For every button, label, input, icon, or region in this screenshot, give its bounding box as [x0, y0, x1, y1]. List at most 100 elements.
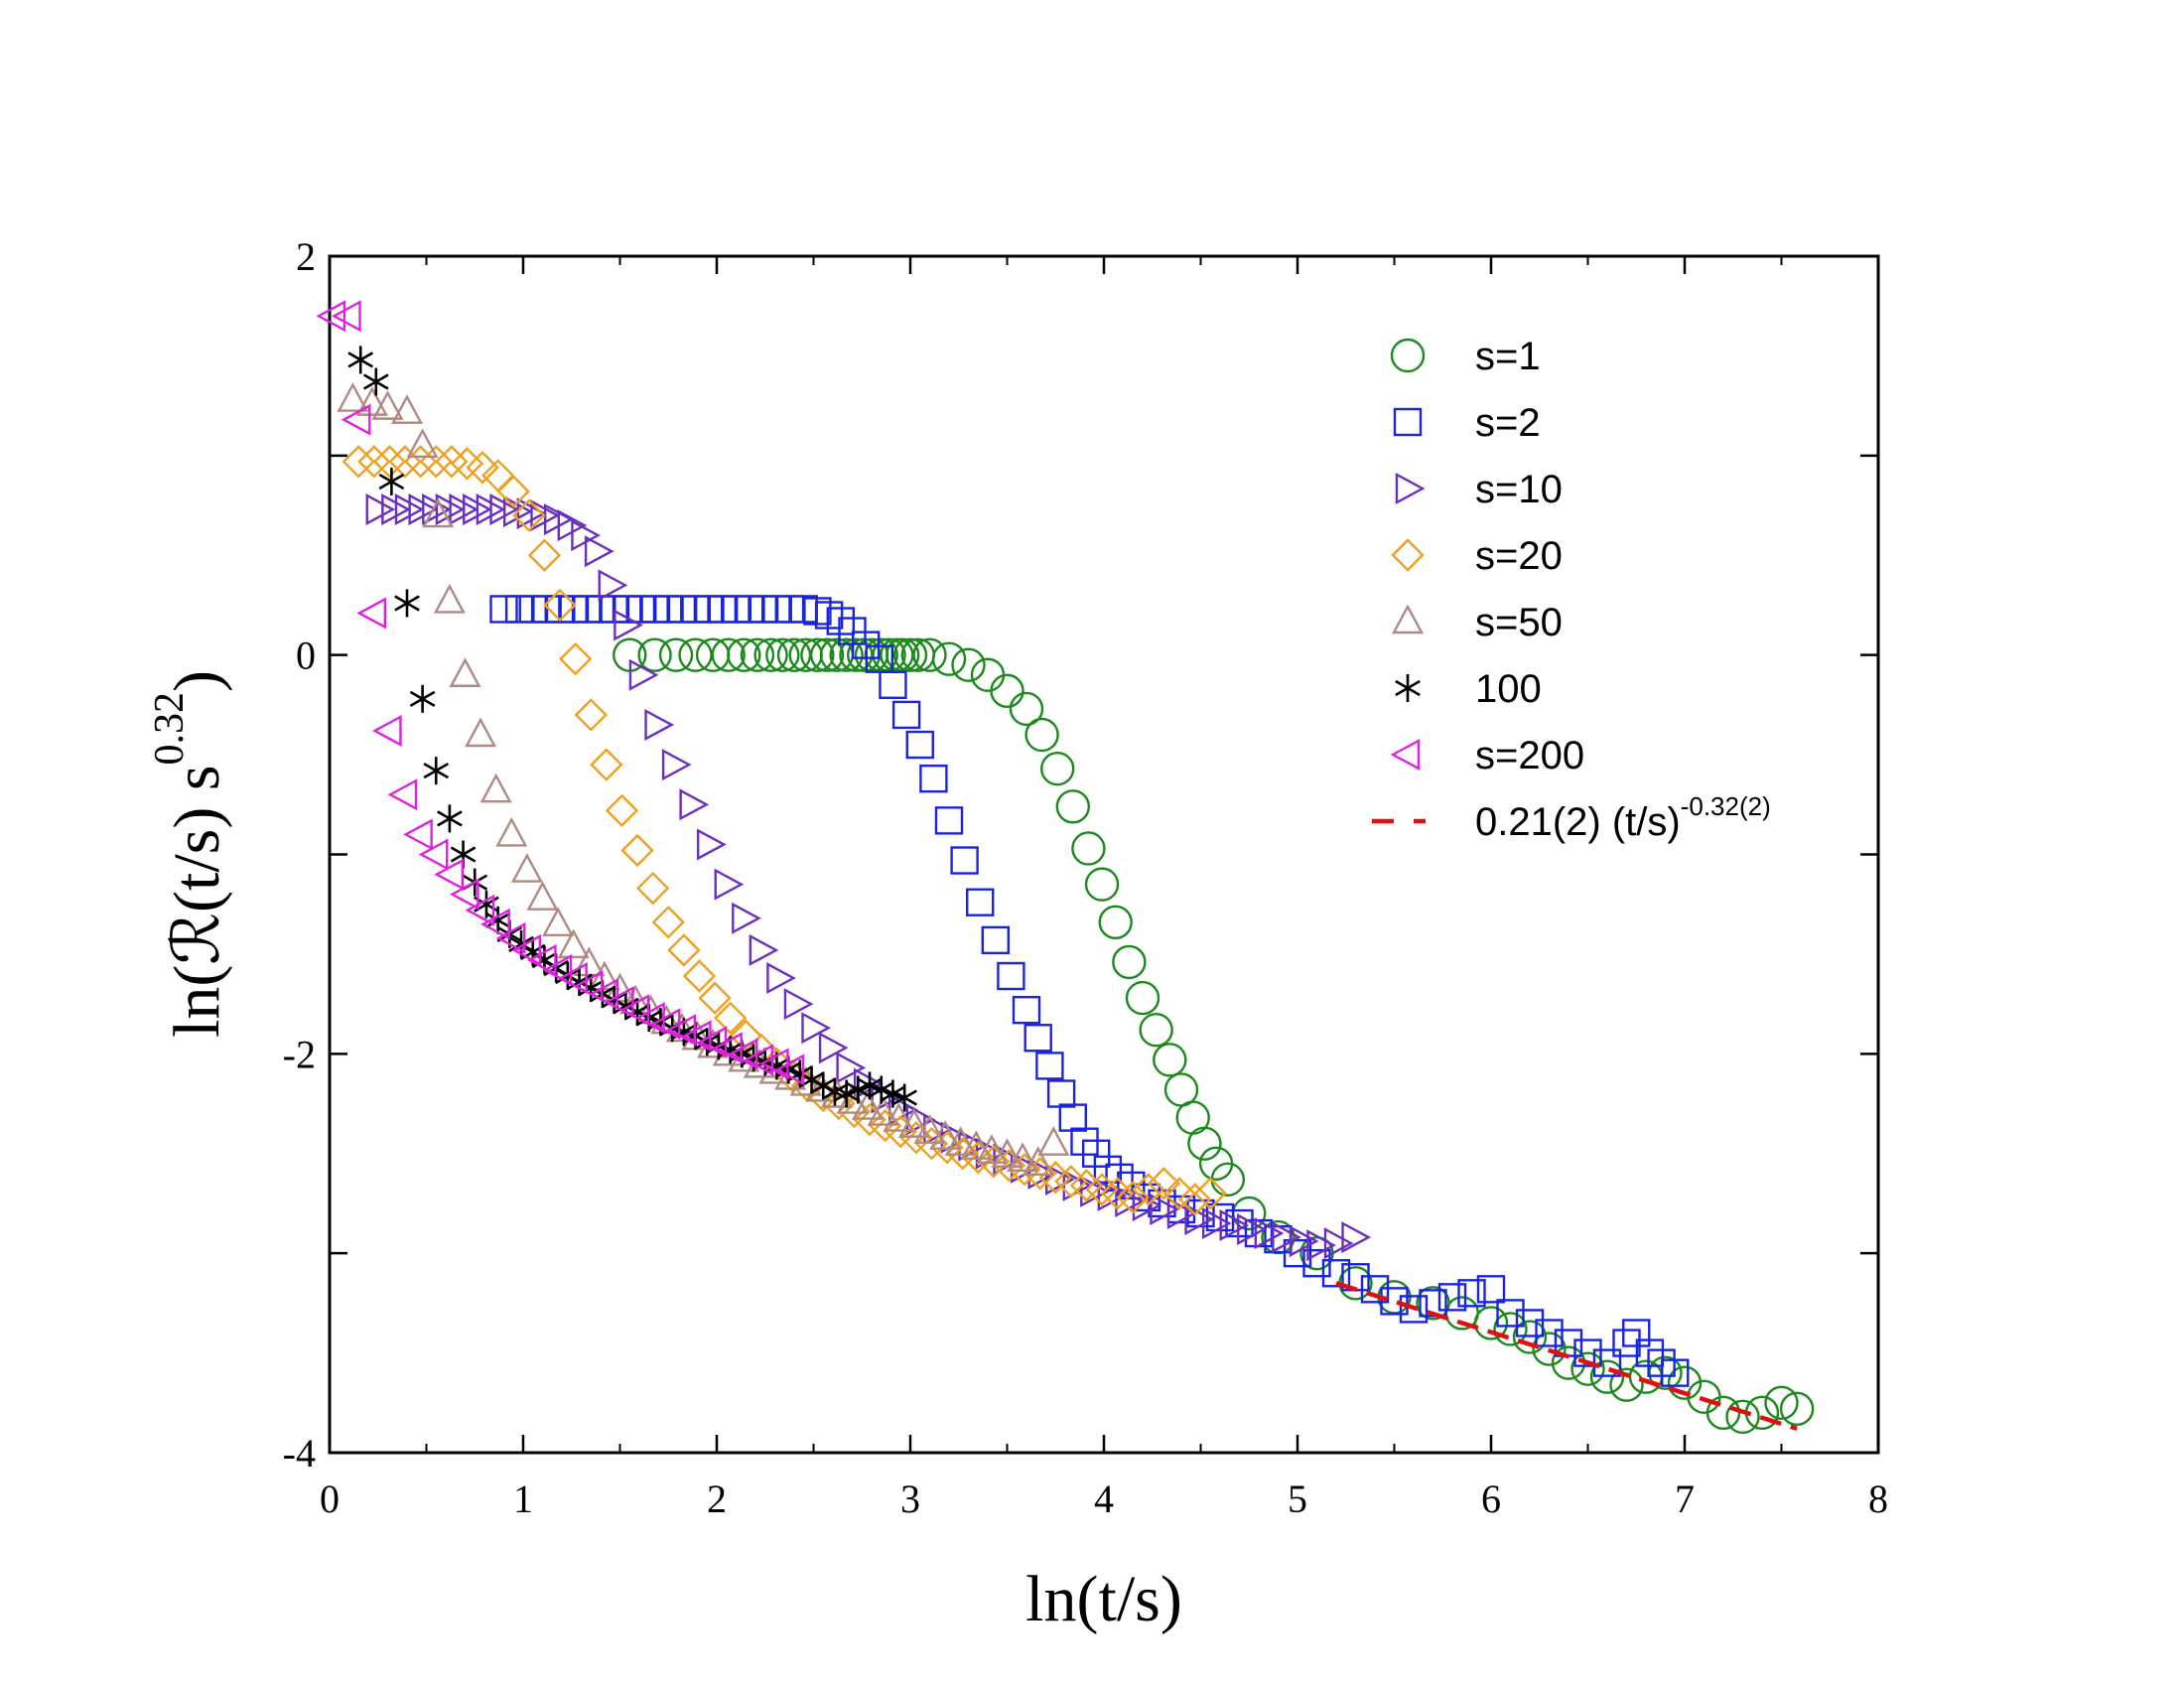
data-point	[1667, 1365, 1703, 1400]
data-point	[449, 878, 479, 911]
y-title-middle: (t/s) s	[161, 765, 233, 913]
data-point	[480, 908, 510, 940]
data-point	[836, 1052, 867, 1084]
data-point	[644, 708, 675, 741]
data-point	[355, 386, 388, 416]
data-point	[1058, 1103, 1088, 1132]
data-point	[390, 394, 424, 424]
legend-label: s=1	[1475, 335, 1541, 378]
legend-swatch	[1390, 338, 1426, 373]
x-tick-label: 4	[1094, 1477, 1114, 1521]
y-title-exponent: 0.32	[147, 692, 193, 766]
legend-label: s=200	[1475, 734, 1584, 777]
data-point	[1764, 1385, 1799, 1420]
x-tick-label: 2	[707, 1477, 727, 1521]
data-point	[1493, 1312, 1528, 1346]
data-point	[803, 597, 832, 626]
x-tick-label: 7	[1675, 1477, 1695, 1521]
data-point	[435, 445, 469, 479]
data-point	[347, 346, 374, 374]
data-point	[526, 943, 557, 976]
data-point	[1496, 1299, 1525, 1328]
data-point	[422, 497, 455, 528]
data-point	[1302, 1249, 1331, 1278]
data-point	[997, 961, 1025, 991]
data-point	[682, 959, 717, 993]
data-point	[316, 300, 346, 333]
series-s-10	[365, 493, 1372, 1262]
data-point	[667, 933, 701, 967]
data-point	[883, 1102, 915, 1132]
data-point	[1150, 1193, 1180, 1225]
data-point	[542, 907, 575, 936]
data-point	[433, 583, 466, 614]
data-point	[558, 641, 593, 676]
legend-entry: s=50	[1391, 601, 1563, 644]
data-point	[605, 793, 639, 828]
data-point	[1512, 1320, 1548, 1354]
data-point	[1024, 1024, 1052, 1053]
data-point	[1009, 691, 1044, 727]
axis-ticks: 0 1 2 3 4 5 6 7 8 -4 -2 0 2	[283, 234, 1888, 1521]
data-point	[826, 607, 855, 635]
data-point	[1573, 1338, 1602, 1367]
data-point	[1589, 1359, 1625, 1394]
data-point	[1093, 1155, 1123, 1185]
data-point	[912, 637, 947, 672]
data-point	[1535, 1319, 1564, 1347]
data-point	[981, 925, 1010, 955]
data-point	[891, 700, 921, 730]
data-point	[991, 1138, 1024, 1168]
data-point	[543, 588, 577, 623]
data-point	[479, 773, 512, 803]
data-point	[1080, 1175, 1110, 1207]
data-point	[341, 445, 375, 479]
x-tick-label: 3	[900, 1477, 920, 1521]
data-point	[766, 962, 796, 995]
data-point	[829, 637, 864, 672]
series-s-200	[316, 300, 805, 1086]
data-point	[1476, 1275, 1506, 1304]
data-point	[753, 637, 788, 672]
legend-swatch	[1395, 674, 1421, 702]
y-axis-title: ln(ℛ(t/s) s0.32)	[147, 670, 233, 1038]
data-point	[678, 637, 713, 672]
data-point	[661, 749, 692, 781]
data-point	[449, 657, 481, 687]
data-point	[891, 1083, 917, 1112]
data-point	[1112, 944, 1147, 980]
data-point	[437, 804, 463, 833]
data-point	[822, 1086, 856, 1121]
data-point	[970, 657, 1006, 692]
series-0-21-2-t-s-	[1335, 1281, 1798, 1432]
data-point	[1071, 831, 1106, 866]
data-point	[434, 858, 465, 891]
data-point	[1399, 1295, 1429, 1324]
data-point	[337, 382, 369, 412]
data-point	[744, 1044, 774, 1076]
x-tick-label: 5	[1288, 1477, 1307, 1521]
data-point	[1437, 1283, 1467, 1312]
data-point	[697, 828, 727, 861]
data-point	[634, 994, 667, 1025]
data-point	[542, 953, 573, 986]
data-point	[489, 595, 518, 624]
legend-exponent: -0.32(2)	[1681, 791, 1771, 821]
legend-entry: 0.21(2) (t/s)-0.32(2)	[1372, 791, 1771, 844]
data-point	[1037, 1126, 1070, 1156]
data-point	[1153, 1043, 1187, 1077]
data-point	[765, 637, 800, 672]
data-point	[1024, 717, 1059, 753]
data-point	[867, 1096, 899, 1126]
data-point	[465, 894, 495, 926]
data-point	[1289, 1225, 1319, 1258]
data-point	[573, 970, 604, 1003]
data-point	[1532, 1332, 1567, 1366]
y-tick-label: 2	[296, 234, 316, 279]
svg-text:ln(ℛ(t/s) s0.32): ln(ℛ(t/s) s0.32)	[147, 670, 233, 1038]
data-point	[1098, 905, 1133, 939]
y-title-prefix: ln(	[161, 965, 233, 1038]
data-point	[1272, 1221, 1301, 1254]
data-point	[331, 300, 361, 333]
